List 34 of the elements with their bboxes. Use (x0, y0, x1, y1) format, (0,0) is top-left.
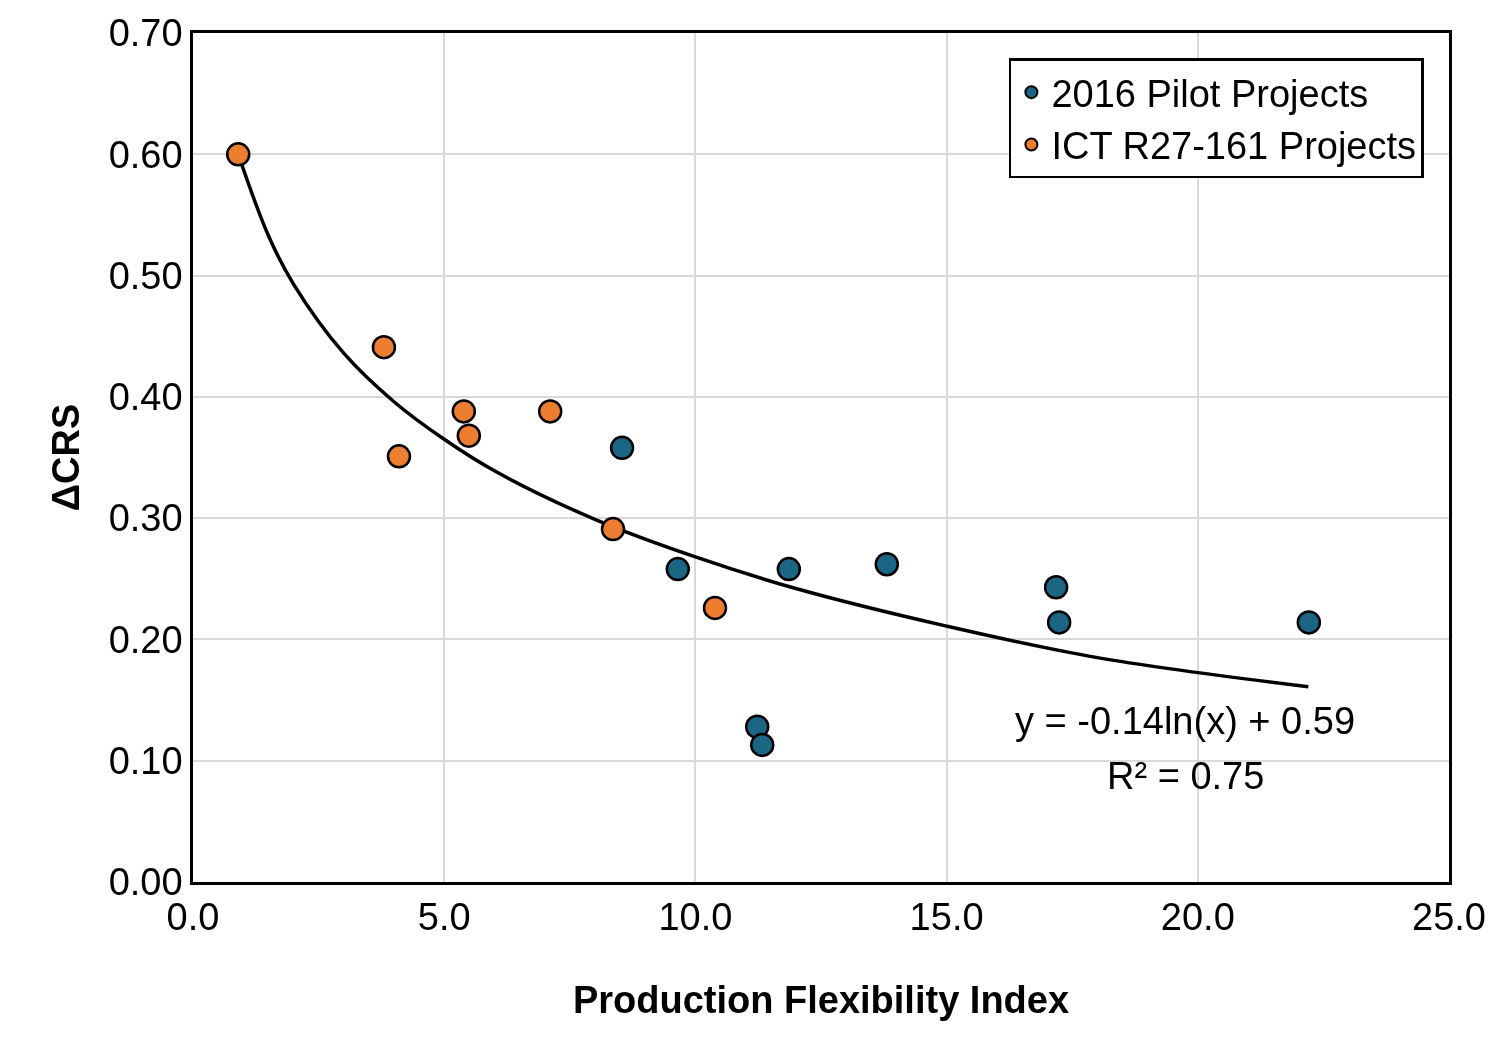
point (665, 556, 691, 582)
point (874, 551, 900, 577)
y-tick-label: 0.40 (108, 376, 183, 419)
point (451, 399, 477, 424)
x-tick-label: 15.0 (909, 896, 984, 939)
x-axis-title: Production Flexibility Index (572, 979, 1070, 1022)
point (776, 556, 802, 582)
legend-label: 2016 Pilot Projects (1051, 72, 1369, 115)
point (1296, 610, 1322, 635)
y-tick-label: 0.10 (108, 740, 183, 783)
y-tick-label: 0.60 (108, 133, 183, 176)
y-tick-label: 0.50 (108, 254, 183, 297)
point (1046, 610, 1072, 635)
annotation: R² = 0.75 (1107, 755, 1265, 797)
point (537, 399, 563, 424)
legend-label: ICT R27-161 Projects (1051, 125, 1417, 168)
x-tick-label: 25.0 (1412, 896, 1486, 939)
y-tick-label: 0.20 (108, 618, 183, 661)
y-axis-title: ΔCRS (44, 403, 87, 512)
point (600, 516, 626, 542)
annotation: y = -0.14ln(x) + 0.59 (1015, 700, 1356, 742)
x-tick-label: 5.0 (417, 896, 471, 939)
x-tick-label: 10.0 (658, 896, 733, 939)
y-tick-label: 0.70 (108, 12, 183, 55)
point (1043, 575, 1069, 600)
point (702, 595, 728, 621)
point (456, 423, 482, 448)
point (749, 732, 775, 758)
point (225, 142, 251, 167)
point (609, 435, 635, 461)
point (371, 334, 397, 360)
x-tick-label: 20.0 (1160, 896, 1235, 939)
point (386, 444, 412, 469)
y-tick-label: 0.30 (108, 497, 183, 540)
